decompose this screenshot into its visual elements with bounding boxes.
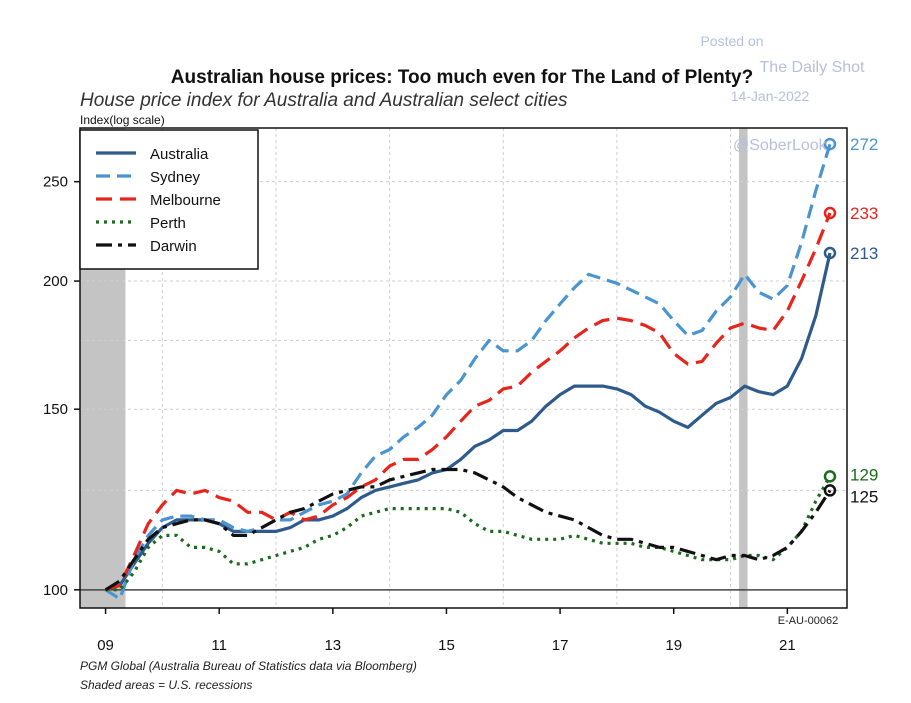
- x-tick-label-21: 21: [779, 637, 796, 654]
- y-tick-label-100: 100: [43, 582, 68, 599]
- y-axis: 100 150 200 250: [43, 174, 80, 599]
- legend-label-sydney: Sydney: [150, 169, 201, 186]
- legend: Australia Sydney Melbourne Perth Darwin: [79, 129, 259, 270]
- y-tick-label-250: 250: [43, 174, 68, 191]
- series-endpoint-melbourne: [823, 206, 837, 220]
- series-lines: [104, 137, 837, 601]
- end-label-perth: 129: [850, 465, 878, 484]
- series-line-melbourne: [105, 212, 832, 592]
- series-endpoint-perth: [823, 470, 837, 483]
- recession-band-2: [739, 128, 748, 608]
- end-label-darwin: 125: [850, 487, 878, 506]
- legend-label-perth: Perth: [150, 215, 186, 232]
- x-tick-label-17: 17: [552, 637, 569, 654]
- x-tick-label-11: 11: [211, 637, 227, 654]
- source-note: PGM Global (Australia Bureau of Statisti…: [80, 659, 417, 673]
- x-tick-label-13: 13: [324, 637, 341, 654]
- watermark-date: 14-Jan-2022: [731, 88, 810, 104]
- chart-subtitle: House price index for Australia and Aust…: [80, 90, 568, 111]
- legend-label-melbourne: Melbourne: [150, 192, 221, 209]
- watermark-handle: @SoberLook: [733, 137, 828, 154]
- x-axis: 09 11 13 15 17 19 21: [97, 608, 796, 654]
- end-labels: 213 272 233 129 125: [850, 135, 878, 506]
- legend-label-darwin: Darwin: [150, 238, 197, 255]
- watermark-posted-on: Posted on: [700, 33, 763, 49]
- chart-title: Australian house prices: Too much even f…: [171, 67, 753, 88]
- x-tick-label-19: 19: [665, 637, 682, 654]
- plot-frame: [79, 127, 848, 609]
- series-endpoint-darwin: [823, 484, 837, 497]
- series-line-perth: [105, 475, 832, 592]
- recession-note: Shaded areas = U.S. recessions: [80, 678, 252, 692]
- chart-code: E-AU-00062: [778, 615, 839, 627]
- end-label-sydney: 272: [850, 135, 878, 154]
- series-line-sydney: [104, 143, 832, 601]
- y-tick-label-200: 200: [43, 273, 68, 290]
- y-tick-label-150: 150: [43, 401, 68, 418]
- end-label-melbourne: 233: [850, 204, 878, 223]
- series-line-australia: [105, 252, 832, 592]
- x-tick-label-09: 09: [97, 637, 114, 654]
- series-endpoint-sydney: [823, 137, 837, 151]
- end-label-australia: 213: [850, 244, 878, 263]
- series-line-darwin: [104, 467, 832, 592]
- x-tick-label-15: 15: [438, 637, 455, 654]
- y-axis-label: Index(log scale): [80, 113, 165, 127]
- legend-label-australia: Australia: [150, 146, 209, 163]
- series-endpoint-australia: [823, 246, 837, 260]
- watermark-source: The Daily Shot: [760, 59, 865, 76]
